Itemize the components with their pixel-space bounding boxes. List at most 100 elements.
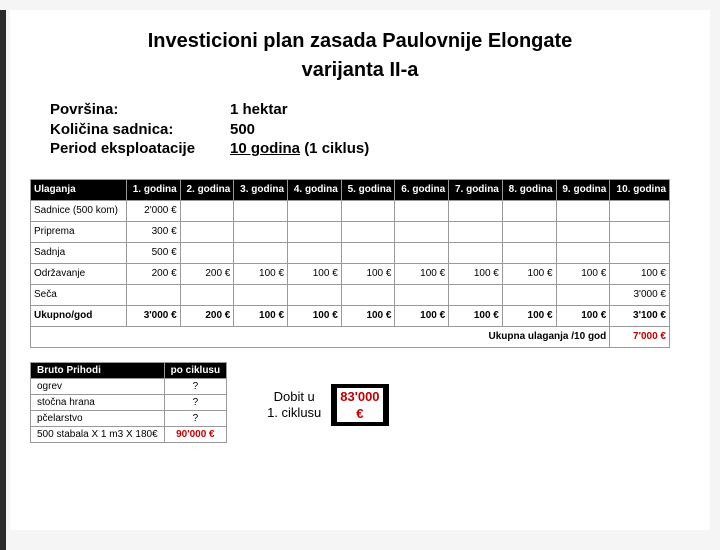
investment-header-row: Ulaganja 1. godina 2. godina 3. godina 4… — [31, 179, 670, 200]
income-header: Bruto Prihodi — [31, 362, 165, 378]
params-block: Površina: 1 hektar Količina sadnica: 500… — [50, 100, 670, 159]
cell — [341, 221, 395, 242]
year-header: 1. godina — [126, 179, 180, 200]
cell — [180, 284, 234, 305]
table-row: pčelarstvo? — [31, 410, 227, 426]
cell — [341, 200, 395, 221]
row-label: ogrev — [31, 378, 165, 394]
cell — [395, 242, 449, 263]
cell: ? — [164, 378, 226, 394]
cell: 100 € — [234, 305, 288, 326]
cell — [126, 284, 180, 305]
cell: 100 € — [395, 263, 449, 284]
cell — [341, 284, 395, 305]
income-total-value: 90'000 € — [164, 426, 226, 442]
param-period-label: Period eksploatacije — [50, 139, 230, 159]
profit-value-2: € — [337, 405, 382, 422]
row-label: stočna hrana — [31, 394, 165, 410]
cell: 200 € — [126, 263, 180, 284]
summary-row: Ukupna ulaganja /10 god7'000 € — [31, 326, 670, 347]
row-label: pčelarstvo — [31, 410, 165, 426]
cell — [180, 221, 234, 242]
cell — [341, 242, 395, 263]
cell — [395, 200, 449, 221]
cell — [502, 200, 556, 221]
cell — [556, 200, 610, 221]
cell — [502, 284, 556, 305]
cell — [610, 242, 670, 263]
cell — [395, 284, 449, 305]
income-total-row: 500 stabala X 1 m3 X 180€90'000 € — [31, 426, 227, 442]
year-header: 4. godina — [288, 179, 342, 200]
cell: 100 € — [341, 305, 395, 326]
cell: 100 € — [395, 305, 449, 326]
table-row: stočna hrana? — [31, 394, 227, 410]
cell: 100 € — [288, 305, 342, 326]
cell: 100 € — [449, 305, 503, 326]
year-header: 9. godina — [556, 179, 610, 200]
cell: 100 € — [234, 263, 288, 284]
cell — [449, 221, 503, 242]
cell: 200 € — [180, 305, 234, 326]
cell: 100 € — [502, 305, 556, 326]
param-period-value: 10 godina — [230, 140, 300, 157]
cell: ? — [164, 410, 226, 426]
table-row: ogrev? — [31, 378, 227, 394]
profit-value-box: 83'000 € — [331, 384, 388, 426]
table-row: Sadnice (500 kom)2'000 € — [31, 200, 670, 221]
cell: 2'000 € — [126, 200, 180, 221]
table-row: Održavanje200 €200 €100 €100 €100 €100 €… — [31, 263, 670, 284]
income-table: Bruto Prihodi po ciklusu ogrev?stočna hr… — [30, 362, 227, 443]
param-kolicina-label: Količina sadnica: — [50, 120, 230, 140]
cell: 200 € — [180, 263, 234, 284]
slide-subtitle: varijanta II-a — [50, 59, 670, 82]
cell — [449, 200, 503, 221]
cell: 100 € — [288, 263, 342, 284]
cell — [180, 242, 234, 263]
row-label: Ukupno/god — [31, 305, 127, 326]
cell: ? — [164, 394, 226, 410]
cell: 100 € — [556, 305, 610, 326]
cell — [556, 242, 610, 263]
cell — [288, 200, 342, 221]
investment-table: Ulaganja 1. godina 2. godina 3. godina 4… — [30, 179, 670, 348]
summary-label: Ukupna ulaganja /10 god — [31, 326, 610, 347]
cell — [234, 284, 288, 305]
year-header: 6. godina — [395, 179, 449, 200]
table-row: Seča 3'000 € — [31, 284, 670, 305]
income-col-header: po ciklusu — [164, 362, 226, 378]
param-kolicina-value: 500 — [230, 120, 255, 140]
profit-label-2: 1. ciklusu — [267, 405, 321, 421]
cell: 500 € — [126, 242, 180, 263]
cell: 3'100 € — [610, 305, 670, 326]
cell — [502, 242, 556, 263]
profit-label-1: Dobit u — [267, 389, 321, 405]
row-label: Priprema — [31, 221, 127, 242]
profit-block: Dobit u 1. ciklusu 83'000 € — [267, 384, 388, 426]
row-label: Sadnja — [31, 242, 127, 263]
cell — [288, 284, 342, 305]
cell — [395, 221, 449, 242]
param-period-suffix: (1 ciklus) — [304, 140, 369, 157]
cell — [556, 284, 610, 305]
cell — [449, 242, 503, 263]
cell — [234, 242, 288, 263]
cell: 3'000 € — [126, 305, 180, 326]
param-povrsina-label: Površina: — [50, 100, 230, 120]
cell: 100 € — [341, 263, 395, 284]
cell — [556, 221, 610, 242]
cell — [610, 200, 670, 221]
cell: 300 € — [126, 221, 180, 242]
cell: 3'000 € — [610, 284, 670, 305]
cell — [288, 221, 342, 242]
cell — [234, 221, 288, 242]
slide-title: Investicioni plan zasada Paulovnije Elon… — [50, 30, 670, 53]
row-label: Sadnice (500 kom) — [31, 200, 127, 221]
year-header: 7. godina — [449, 179, 503, 200]
cell — [449, 284, 503, 305]
row-label: Seča — [31, 284, 127, 305]
table-row: Ukupno/god3'000 €200 €100 €100 €100 €100… — [31, 305, 670, 326]
cell: 100 € — [449, 263, 503, 284]
table-row: Sadnja500 € — [31, 242, 670, 263]
year-header: 3. godina — [234, 179, 288, 200]
